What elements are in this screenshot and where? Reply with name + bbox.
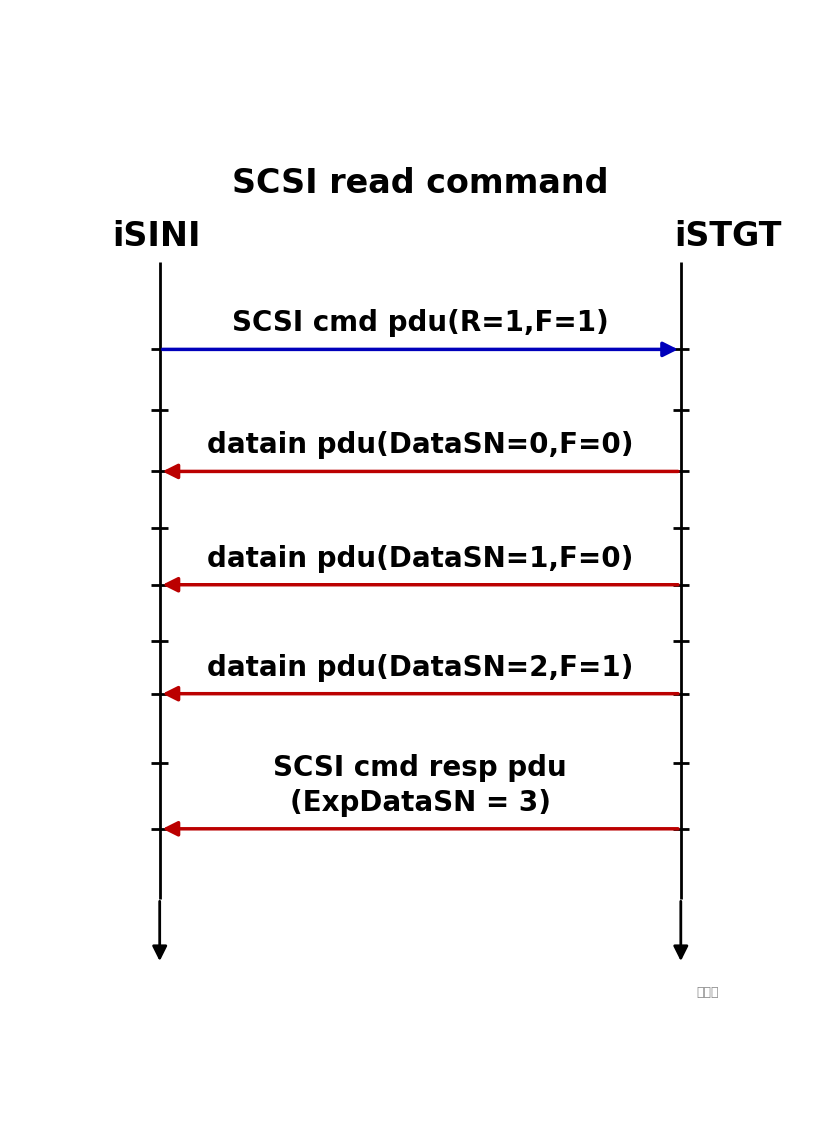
Text: datain pdu(DataSN=0,F=0): datain pdu(DataSN=0,F=0) <box>206 431 633 460</box>
Text: datain pdu(DataSN=1,F=0): datain pdu(DataSN=1,F=0) <box>207 544 632 573</box>
Text: 亿速云: 亿速云 <box>695 986 718 998</box>
Text: SCSI read command: SCSI read command <box>232 168 608 200</box>
Text: iSINI: iSINI <box>112 220 201 252</box>
Text: SCSI cmd pdu(R=1,F=1): SCSI cmd pdu(R=1,F=1) <box>232 309 608 337</box>
Text: SCSI cmd resp pdu
(ExpDataSN = 3): SCSI cmd resp pdu (ExpDataSN = 3) <box>273 754 567 816</box>
Text: datain pdu(DataSN=2,F=1): datain pdu(DataSN=2,F=1) <box>207 653 632 681</box>
Text: iSTGT: iSTGT <box>673 220 781 252</box>
